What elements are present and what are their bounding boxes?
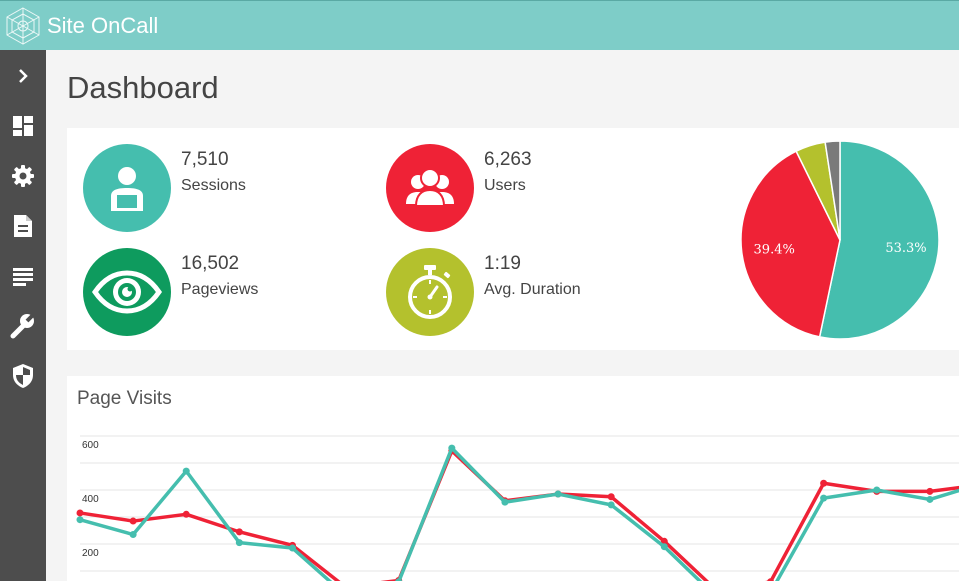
y-tick-label: 400 [82,494,99,505]
page-title: Dashboard [67,70,219,105]
stat-value: 6,263 [484,149,532,170]
data-point [820,494,828,502]
app-title[interactable]: Site OnCall [47,13,159,38]
main-content: Dashboard 7,510 Sessions [46,50,959,581]
data-point [182,467,190,475]
sidebar-item-reports[interactable] [0,206,46,246]
data-point [501,498,509,506]
stat-avg-duration[interactable]: 1:19 Avg. Duration [386,248,646,336]
series-line [79,449,959,581]
document-icon [14,215,32,237]
sidebar-item-logs[interactable] [0,256,46,296]
sidebar-item-settings[interactable] [0,156,46,196]
stat-circle [83,248,171,336]
pie-slice[interactable] [740,150,841,338]
traffic-pie-chart[interactable]: 53.3% 39.4% [737,138,947,342]
page-visits-card: Page Visits 600 400 200 [67,376,959,581]
stat-sessions[interactable]: 7,510 Sessions [83,144,343,232]
y-tick-label: 200 [82,548,99,559]
data-point [129,517,137,525]
stopwatch-icon [408,265,452,319]
stat-circle [386,248,474,336]
data-point [448,444,456,452]
data-point [235,539,243,547]
stat-circle [386,144,474,232]
data-point [288,544,296,552]
data-point [660,543,668,551]
data-point [926,495,934,503]
stat-label: Avg. Duration [484,281,581,298]
pie-slice[interactable] [818,140,940,340]
stat-label: Users [484,177,526,194]
laptop-user-icon [111,167,143,211]
top-bar: Site OnCall [0,0,959,50]
sidebar [0,50,46,581]
stat-value: 16,502 [181,253,240,274]
data-point [395,578,403,581]
page-visits-title: Page Visits [77,388,172,409]
pie-slice-label: 53.3% [885,241,926,256]
sidebar-expand-button[interactable] [0,56,46,96]
data-point [554,490,562,498]
data-point [607,493,615,501]
data-point [129,531,137,539]
series-line [79,446,959,581]
shield-icon [13,364,33,388]
data-point [873,486,881,494]
stat-circle [83,144,171,232]
data-point [182,510,190,518]
wrench-icon [10,313,35,339]
data-point [607,501,615,509]
sidebar-item-security[interactable] [0,356,46,396]
list-icon [13,268,33,286]
gear-icon [12,165,34,187]
chevron-right-icon [19,69,28,83]
eye-icon [92,270,162,314]
data-point [76,509,84,517]
site-oncall-logo-icon[interactable] [4,6,42,46]
stat-pageviews[interactable]: 16,502 Pageviews [83,248,343,336]
stat-users[interactable]: 6,263 Users [386,144,646,232]
data-point [660,537,668,545]
data-point [235,528,243,536]
users-icon [406,168,454,207]
stat-value: 7,510 [181,149,229,170]
data-point [76,516,84,524]
data-point [926,487,934,495]
pie-slice-label: 39.4% [754,242,795,257]
stat-label: Pageviews [181,281,259,298]
sidebar-item-tools[interactable] [0,306,46,346]
data-point [820,479,828,487]
sidebar-item-dashboard[interactable] [0,106,46,146]
stat-label: Sessions [181,177,246,194]
page-visits-line-chart[interactable]: 600 400 200 [67,426,959,581]
stat-value: 1:19 [484,253,521,274]
pie-slice[interactable] [824,140,841,241]
data-point [767,578,774,581]
dashboard-icon [13,116,33,136]
y-tick-label: 600 [82,440,99,451]
stats-card: 7,510 Sessions 6,263 Users [67,128,959,350]
